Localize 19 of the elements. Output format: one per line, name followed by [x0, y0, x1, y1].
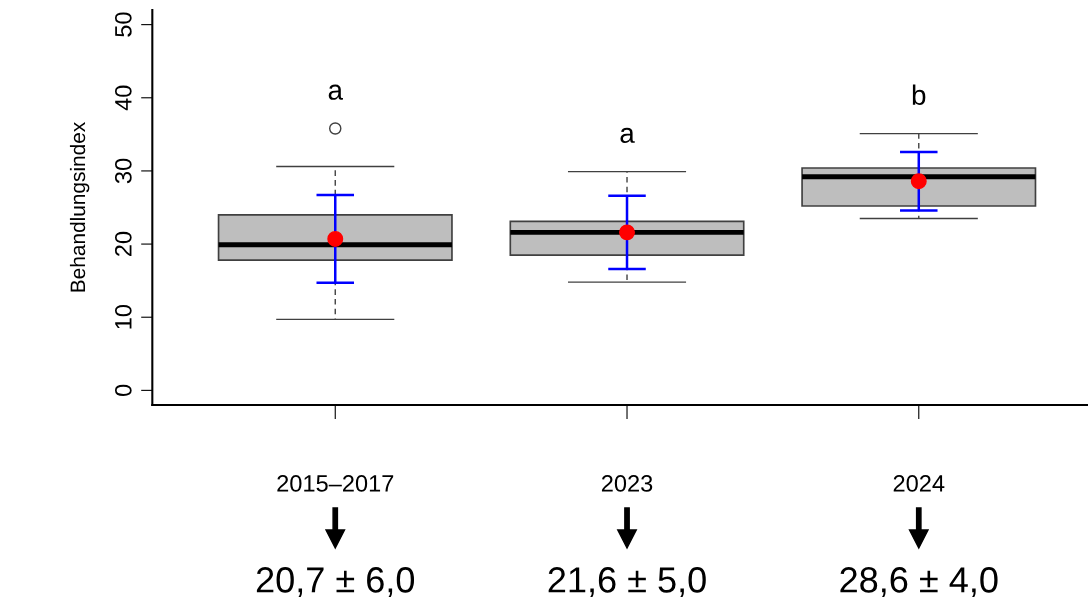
x-tick-label: 2015–2017	[277, 475, 394, 492]
y-tick-label: 0	[114, 384, 132, 397]
y-tick-label: 10	[114, 305, 132, 329]
annotation: b	[912, 84, 926, 105]
x-tick-label: 2023	[601, 475, 653, 492]
text: 21,6 ± 5,0	[548, 567, 706, 597]
annotation: a	[328, 84, 343, 100]
y-axis-title: Behandlungsindex	[69, 122, 90, 292]
y-tick-label: 40	[114, 85, 132, 111]
x-tick-label: 2024	[893, 475, 945, 492]
y-tick-label: 20	[114, 231, 132, 257]
text: 20,7 ± 6,0	[256, 567, 415, 597]
annotation: a	[620, 127, 635, 143]
y-tick-label: 30	[114, 158, 132, 184]
point	[327, 230, 344, 247]
y-tick-label: 50	[114, 12, 132, 37]
point	[910, 173, 927, 190]
point	[619, 224, 635, 241]
text: 28,6 ± 4,0	[840, 567, 998, 597]
